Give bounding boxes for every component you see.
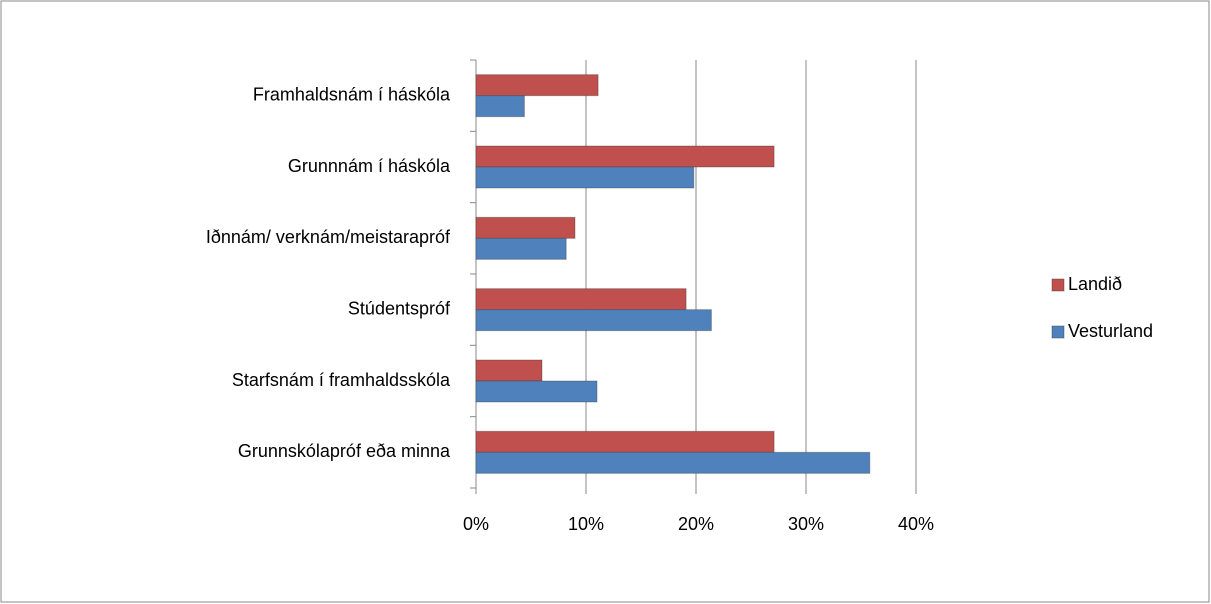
bar <box>475 451 871 474</box>
y-tick-label: Grunnnám í háskóla <box>288 156 451 176</box>
bar <box>475 359 543 382</box>
bar <box>475 74 599 97</box>
y-tick-label: Stúdentspróf <box>348 298 451 318</box>
x-tick-label: 0% <box>463 514 489 534</box>
bar <box>475 95 525 118</box>
legend-label: Landið <box>1068 274 1122 294</box>
x-tick-label: 40% <box>898 514 934 534</box>
bar <box>475 145 775 168</box>
x-tick-label: 10% <box>568 514 604 534</box>
y-tick-label: Iðnnám/ verknám/meistarapróf <box>206 227 451 247</box>
y-tick-label: Framhaldsnám í háskóla <box>253 84 451 104</box>
x-tick-label: 20% <box>678 514 714 534</box>
bar <box>475 430 775 453</box>
bar <box>475 216 576 239</box>
bar <box>475 309 712 332</box>
y-tick-label: Starfsnám í framhaldsskóla <box>232 370 451 390</box>
y-tick-label: Grunnskólapróf eða minna <box>238 441 451 461</box>
bar <box>475 380 598 403</box>
x-tick-label: 30% <box>788 514 824 534</box>
bar <box>475 237 567 260</box>
bar <box>475 288 687 311</box>
bar <box>475 166 695 189</box>
legend-label: Vesturland <box>1068 321 1153 341</box>
legend-swatch <box>1051 325 1065 339</box>
legend-swatch <box>1051 278 1065 292</box>
